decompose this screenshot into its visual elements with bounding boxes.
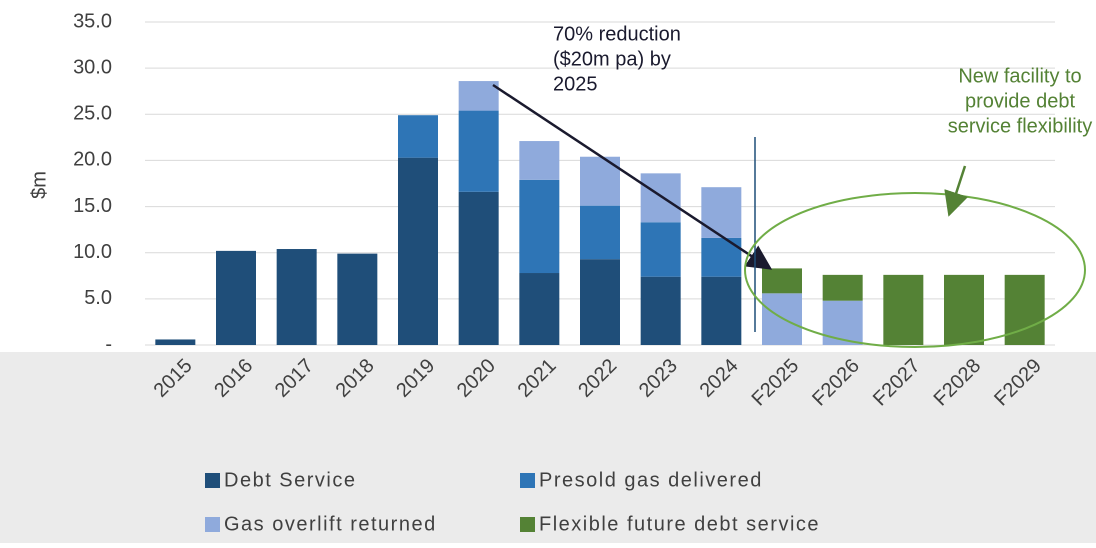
legend-swatch <box>205 517 220 532</box>
bar-segment <box>640 222 681 277</box>
y-tick-label: - <box>105 333 112 355</box>
y-tick-label: 25.0 <box>73 103 112 125</box>
legend-swatch <box>205 473 220 488</box>
reduction-arrow <box>492 83 773 270</box>
annotation: service flexibility <box>948 115 1092 137</box>
y-tick-label: 15.0 <box>73 195 112 217</box>
y-tick-label: 30.0 <box>73 56 112 78</box>
bar-segment <box>762 268 802 294</box>
legend-label: Debt Service <box>224 469 357 491</box>
bar-segment <box>944 274 984 345</box>
facility-arrow <box>944 165 969 217</box>
bar-segment <box>216 250 256 345</box>
bar-segment <box>519 179 560 274</box>
bar-segment <box>701 276 742 345</box>
bar-segment <box>580 205 620 260</box>
bar-segment <box>883 274 924 345</box>
legend-area <box>0 352 1096 543</box>
bar-segment <box>640 276 681 345</box>
y-tick-label: 20.0 <box>73 149 112 171</box>
y-tick-label: 10.0 <box>73 241 112 263</box>
bar-segment <box>337 253 378 345</box>
annotation: 70% reduction <box>553 23 681 45</box>
bar-segment <box>458 110 499 192</box>
bar-segment <box>580 259 620 345</box>
legend-swatch <box>520 517 535 532</box>
y-tick-label: 35.0 <box>73 10 112 32</box>
bar-segment <box>701 187 742 238</box>
bar-segment <box>701 237 742 277</box>
annotation: 2025 <box>553 73 598 95</box>
bar-segment <box>458 191 499 345</box>
y-axis-label: $m <box>28 171 50 199</box>
legend-label: Gas overlift returned <box>224 513 437 535</box>
annotation: New facility to <box>958 65 1081 87</box>
bar-segment <box>398 115 438 158</box>
annotation: ($20m pa) by <box>553 48 671 70</box>
y-tick-label: 5.0 <box>84 287 112 309</box>
bar-segment <box>822 300 863 345</box>
bar-segment <box>640 173 681 223</box>
annotation: provide debt <box>965 90 1076 112</box>
legend-label: Presold gas delivered <box>539 469 763 491</box>
bar-segment <box>822 274 863 301</box>
bar-segment <box>458 81 499 111</box>
legend-label: Flexible future debt service <box>539 513 820 535</box>
bar-segment <box>276 249 317 345</box>
bar-segment <box>398 157 438 345</box>
bar-segment <box>762 293 802 345</box>
highlight-ellipse <box>744 192 1086 348</box>
bar-segment <box>519 141 560 180</box>
legend-swatch <box>520 473 535 488</box>
bar-segment <box>155 339 196 345</box>
bar-segment <box>519 273 560 345</box>
